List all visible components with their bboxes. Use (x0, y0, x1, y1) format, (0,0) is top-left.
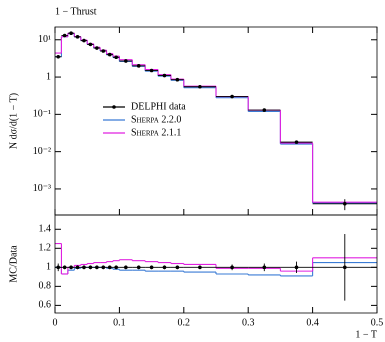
data-point (56, 265, 61, 270)
data-point (75, 35, 80, 39)
x-tick-label: 0.4 (306, 317, 319, 328)
legend-label: Sherpa 2.2.0 (131, 114, 181, 125)
y-tick-label: 10⁻¹ (33, 109, 51, 120)
chart-title: 1 − Thrust (55, 6, 97, 17)
y-tick-label: 0.6 (39, 300, 52, 311)
y-tick-label: 0.8 (39, 281, 52, 292)
x-tick-label: 0.5 (371, 317, 384, 328)
x-tick-label: 0.2 (178, 317, 191, 328)
data-point (343, 265, 347, 270)
data-point (162, 265, 167, 270)
data-point (198, 84, 202, 89)
data-point (149, 68, 154, 73)
x-tick-label: 0.1 (113, 317, 126, 328)
data-point (88, 42, 93, 47)
data-point (136, 265, 141, 270)
data-point (82, 38, 86, 43)
x-tick-label: 0 (53, 317, 58, 328)
data-point (114, 55, 118, 60)
data-point (62, 265, 67, 270)
data-point (75, 265, 80, 270)
plot-frame (54, 214, 378, 314)
y-tick-label: 1.2 (39, 243, 52, 254)
data-point (230, 94, 234, 99)
y-tick-label: 10¹ (38, 34, 51, 45)
data-point (198, 265, 202, 270)
data-point (56, 54, 61, 59)
data-point (124, 265, 128, 270)
data-point (69, 265, 73, 270)
legend-label: DELPHI data (131, 101, 186, 112)
data-point (114, 265, 118, 270)
data-point (107, 265, 112, 270)
data-point (82, 265, 86, 270)
y-axis-label: N dσ/d(1 − T) (8, 93, 19, 149)
plot-frame (54, 26, 378, 216)
data-point (262, 265, 267, 270)
x-axis-label: 1 − T (355, 329, 377, 340)
data-point (149, 265, 154, 270)
data-point (136, 64, 141, 68)
data-point (88, 265, 93, 270)
legend-label: Sherpa 2.1.1 (131, 127, 181, 138)
data-point (294, 140, 299, 144)
data-point (107, 52, 112, 57)
legend-marker (112, 105, 116, 109)
y-tick-label: 1 (46, 71, 51, 82)
data-point (95, 46, 99, 50)
data-point (294, 265, 299, 270)
data-point (343, 201, 347, 206)
y-tick-label: 1.4 (39, 224, 52, 235)
ratio-y-axis-label: MC/Data (8, 245, 19, 283)
data-point (62, 33, 67, 38)
data-point (262, 108, 267, 112)
y-tick-label: 1 (46, 262, 51, 273)
data-point (101, 49, 106, 53)
x-tick-label: 0.3 (242, 317, 255, 328)
data-point (124, 59, 128, 63)
data-point (95, 265, 99, 270)
data-point (69, 31, 73, 36)
data-point (175, 77, 180, 82)
data-point (101, 265, 106, 270)
y-tick-label: 10⁻² (33, 146, 51, 157)
data-point (230, 265, 234, 270)
data-point (175, 265, 180, 270)
data-point (162, 73, 167, 78)
y-tick-label: 10⁻³ (33, 183, 51, 194)
